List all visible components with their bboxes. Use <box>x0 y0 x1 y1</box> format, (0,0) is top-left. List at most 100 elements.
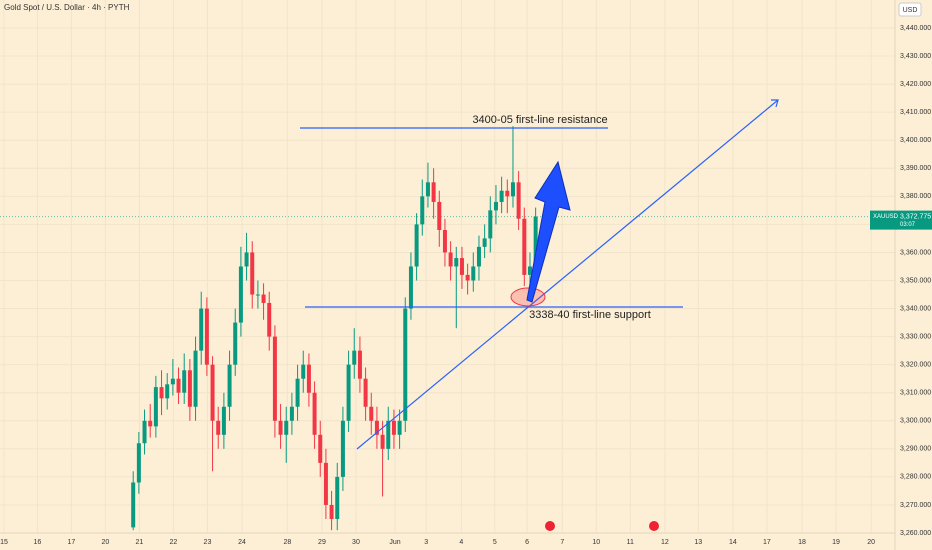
y-tick-label: 3,420.000 <box>900 81 931 88</box>
x-tick-label: 3 <box>424 539 428 546</box>
x-tick-label: 5 <box>493 539 497 546</box>
x-tick-label: 17 <box>763 539 771 546</box>
candle-body <box>216 420 221 435</box>
trend-line <box>356 99 779 450</box>
candle-body <box>238 266 243 323</box>
price-tag-symbol: XAUUSD <box>873 214 899 220</box>
candle-body <box>510 182 515 197</box>
candle-body <box>267 302 272 337</box>
candle-body <box>284 420 289 435</box>
candle-body <box>176 378 181 393</box>
candle-body <box>527 266 532 275</box>
candle-body <box>159 387 164 399</box>
y-tick-label: 3,430.000 <box>900 53 931 60</box>
candle-body <box>408 266 413 309</box>
y-tick-label: 3,360.000 <box>900 249 931 256</box>
candle-body <box>165 384 170 399</box>
candle-body <box>488 210 493 239</box>
y-tick-label: 3,310.000 <box>900 390 931 397</box>
candle-body <box>533 216 538 267</box>
x-tick-label: 17 <box>68 539 76 546</box>
candle-body <box>459 258 464 275</box>
candle-body <box>522 218 527 275</box>
x-tick-label: 22 <box>170 539 178 546</box>
x-tick-label: 29 <box>318 539 326 546</box>
candle-body <box>204 308 209 365</box>
candle-body <box>187 370 192 407</box>
candle-body <box>233 322 238 365</box>
price-tag-value: 3,372.775 <box>900 213 931 220</box>
x-tick-label: 18 <box>798 539 806 546</box>
price-tag-countdown: 03:07 <box>900 222 916 228</box>
candle-body <box>244 252 249 267</box>
candle-body <box>301 364 306 379</box>
y-tick-label: 3,260.000 <box>900 530 931 537</box>
candle-body <box>482 238 487 247</box>
candle-body <box>182 370 187 393</box>
candle-body <box>352 350 357 365</box>
currency-box <box>898 2 922 17</box>
candle-body <box>374 420 379 435</box>
resistance-label: 3400-05 first-line resistance <box>472 114 607 126</box>
candle-body <box>346 364 351 421</box>
candle-body <box>278 420 283 435</box>
x-tick-label: 13 <box>694 539 702 546</box>
candle-body <box>431 182 436 202</box>
y-tick-label: 3,440.000 <box>900 25 931 32</box>
candle-body <box>295 378 300 407</box>
y-tick-label: 3,350.000 <box>900 277 931 284</box>
candle-body <box>318 434 323 463</box>
chart-title: Gold Spot / U.S. Dollar · 4h · PYTH <box>4 3 130 12</box>
candle-body <box>255 294 260 296</box>
candle-body <box>471 266 476 281</box>
candles <box>131 126 538 531</box>
y-tick-label: 3,390.000 <box>900 165 931 172</box>
x-tick-label: 10 <box>592 539 600 546</box>
x-tick-label: 30 <box>352 539 360 546</box>
x-tick-label: 6 <box>525 539 529 546</box>
axis-labels: 3,260.000 3,270.000 3,280.000 3,290.000 3,30… <box>0 25 932 546</box>
candle-body <box>272 336 277 421</box>
y-tick-label: 3,330.000 <box>900 333 931 340</box>
candle-body <box>329 504 334 519</box>
up-arrow <box>526 160 571 303</box>
x-tick-label: 28 <box>283 539 291 546</box>
candle-body <box>437 201 442 230</box>
y-tick-label: 3,290.000 <box>900 446 931 453</box>
trend-arrowhead <box>771 99 779 108</box>
x-tick-label: 4 <box>459 539 463 546</box>
event-icon <box>649 521 659 531</box>
candle-body <box>199 308 204 351</box>
x-tick-label: 15 <box>0 539 8 546</box>
x-tick-label: 24 <box>238 539 246 546</box>
x-tick-label: 16 <box>34 539 42 546</box>
candle-body <box>448 252 453 267</box>
candle-body <box>148 420 153 427</box>
x-tick-label: Jun <box>389 539 400 546</box>
candle-body <box>153 387 158 427</box>
y-tick-label: 3,410.000 <box>900 109 931 116</box>
x-tick-label: 20 <box>867 539 875 546</box>
candle-body <box>170 378 175 385</box>
x-tick-label: 12 <box>661 539 669 546</box>
candle-body <box>369 406 374 421</box>
x-tick-label: 19 <box>832 539 840 546</box>
y-tick-label: 3,380.000 <box>900 193 931 200</box>
support-label: 3338-40 first-line support <box>529 309 651 321</box>
y-tick-label: 3,270.000 <box>900 502 931 509</box>
candle-body <box>493 201 498 211</box>
candle-body <box>505 190 510 197</box>
candle-body <box>261 294 266 303</box>
candle-body <box>363 378 368 407</box>
candle-body <box>335 476 340 519</box>
x-tick-label: 11 <box>627 539 634 546</box>
candle-body <box>465 274 470 281</box>
y-tick-label: 3,320.000 <box>900 362 931 369</box>
candle-body <box>391 420 396 435</box>
grid <box>0 0 895 534</box>
candle-body <box>516 182 521 219</box>
candle-body <box>442 230 447 253</box>
x-tick-label: 14 <box>729 539 737 546</box>
candle-body <box>476 246 481 267</box>
